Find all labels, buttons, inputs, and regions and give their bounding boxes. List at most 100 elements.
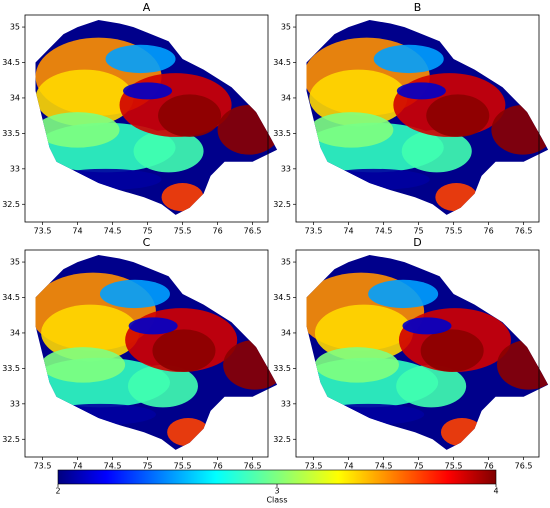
class-zone [317,168,430,191]
colorbar-tick-label: 2 [55,487,60,496]
class-zone [161,183,204,212]
class-zone [440,418,483,447]
axes-frame [24,249,269,458]
x-tick-label: 76 [483,462,493,471]
class-zone [152,329,216,372]
y-tick-label: 33 [10,164,20,173]
class-zone [217,105,278,155]
y-tick-label: 34 [281,328,291,337]
y-tick-label: 34.5 [2,58,20,67]
class-zone [41,347,126,383]
panel-title: C [143,236,151,249]
y-tick-label: 33.5 [273,129,291,138]
y-tick-label: 33 [281,399,291,408]
y-tick-label: 32.5 [2,435,20,444]
class-zone [373,44,444,74]
class-zone [35,112,120,148]
class-zone [133,129,204,173]
x-tick-label: 75.5 [174,227,192,236]
class-zone [43,403,156,426]
y-tick-label: 34.5 [2,293,20,302]
y-tick-label: 33 [281,164,291,173]
class-zone [420,329,484,372]
x-tick-label: 75 [142,462,152,471]
class-zone [402,317,452,335]
panel-title: B [414,1,422,14]
y-tick-label: 32.5 [273,200,291,209]
x-tick-label: 76 [212,462,222,471]
x-tick-label: 74 [343,227,353,236]
axes-frame [295,14,540,223]
x-tick-label: 75 [413,462,423,471]
class-zone [35,69,134,127]
x-tick-label: 75.5 [445,227,463,236]
class-zone [127,364,198,408]
x-tick-label: 74 [343,462,353,471]
y-tick-label: 33 [10,399,20,408]
x-tick-label: 73.5 [34,227,52,236]
x-tick-label: 74.5 [375,462,393,471]
y-tick-label: 32.5 [273,435,291,444]
colorbar-gradient [57,469,497,485]
class-zones [306,272,549,447]
class-zone [309,112,394,148]
x-tick-label: 73.5 [305,462,323,471]
class-zone [105,44,176,74]
class-zone [128,317,178,335]
colorbar: 2 3 4 Class [55,469,499,505]
y-tick-label: 35 [10,258,20,267]
panel-title: D [413,236,421,249]
y-tick-label: 34.5 [273,293,291,302]
class-zone [368,279,439,309]
axes-frame [24,14,269,223]
y-tick-label: 34 [281,93,291,102]
map-panel: D 73.5 74 74.5 75 75.5 76 76.5 32.5 33 33.5 34 34.5 3… [273,236,549,471]
class-zone [396,364,467,408]
colorbar-tick-label: 4 [493,487,498,496]
y-tick-label: 33.5 [273,364,291,373]
class-zones [306,37,549,212]
y-tick-label: 33.5 [2,364,20,373]
class-zones [35,272,278,447]
x-tick-label: 74.5 [375,227,393,236]
x-tick-label: 74 [72,462,82,471]
class-zone [167,418,210,447]
class-zone [314,347,399,383]
map-panel: C 73.5 74 74.5 75 75.5 76 76.5 32.5 33 33.5 34 34.5 3… [2,236,278,471]
y-tick-label: 33.5 [2,129,20,138]
y-tick-label: 34 [10,93,20,102]
x-tick-label: 75.5 [174,462,192,471]
class-zone [309,69,408,127]
x-tick-label: 73.5 [305,227,323,236]
x-tick-label: 76.5 [515,227,533,236]
x-tick-label: 76.5 [244,462,262,471]
class-zone [426,94,490,137]
x-tick-label: 76 [483,227,493,236]
class-zone [314,304,413,362]
class-zone [123,82,173,100]
class-zone [158,94,222,137]
map-panel: B 73.5 74 74.5 75 75.5 76 76.5 32.5 33 33.5 34 34.5 3… [273,1,549,236]
x-tick-label: 76 [212,227,222,236]
panel-title: A [143,1,151,14]
class-zone [396,82,446,100]
axes-frame [295,249,540,458]
class-zone [312,403,425,426]
class-zone [49,168,162,191]
class-zone [401,129,472,173]
colorbar-tick-label: 3 [274,487,279,496]
y-tick-label: 35 [10,23,20,32]
x-tick-label: 75.5 [445,462,463,471]
y-tick-label: 34 [10,328,20,337]
x-tick-label: 76.5 [244,227,262,236]
map-panel: A 73.5 74 74.5 75 75.5 76 76.5 32.5 33 33.5 34 34.5 3… [2,1,278,236]
class-zone [99,279,170,309]
x-tick-label: 73.5 [34,462,52,471]
x-tick-label: 75 [142,227,152,236]
class-zone [435,183,478,212]
colorbar-label: Class [266,496,287,505]
y-tick-label: 35 [281,23,291,32]
y-tick-label: 35 [281,258,291,267]
y-tick-label: 32.5 [2,200,20,209]
